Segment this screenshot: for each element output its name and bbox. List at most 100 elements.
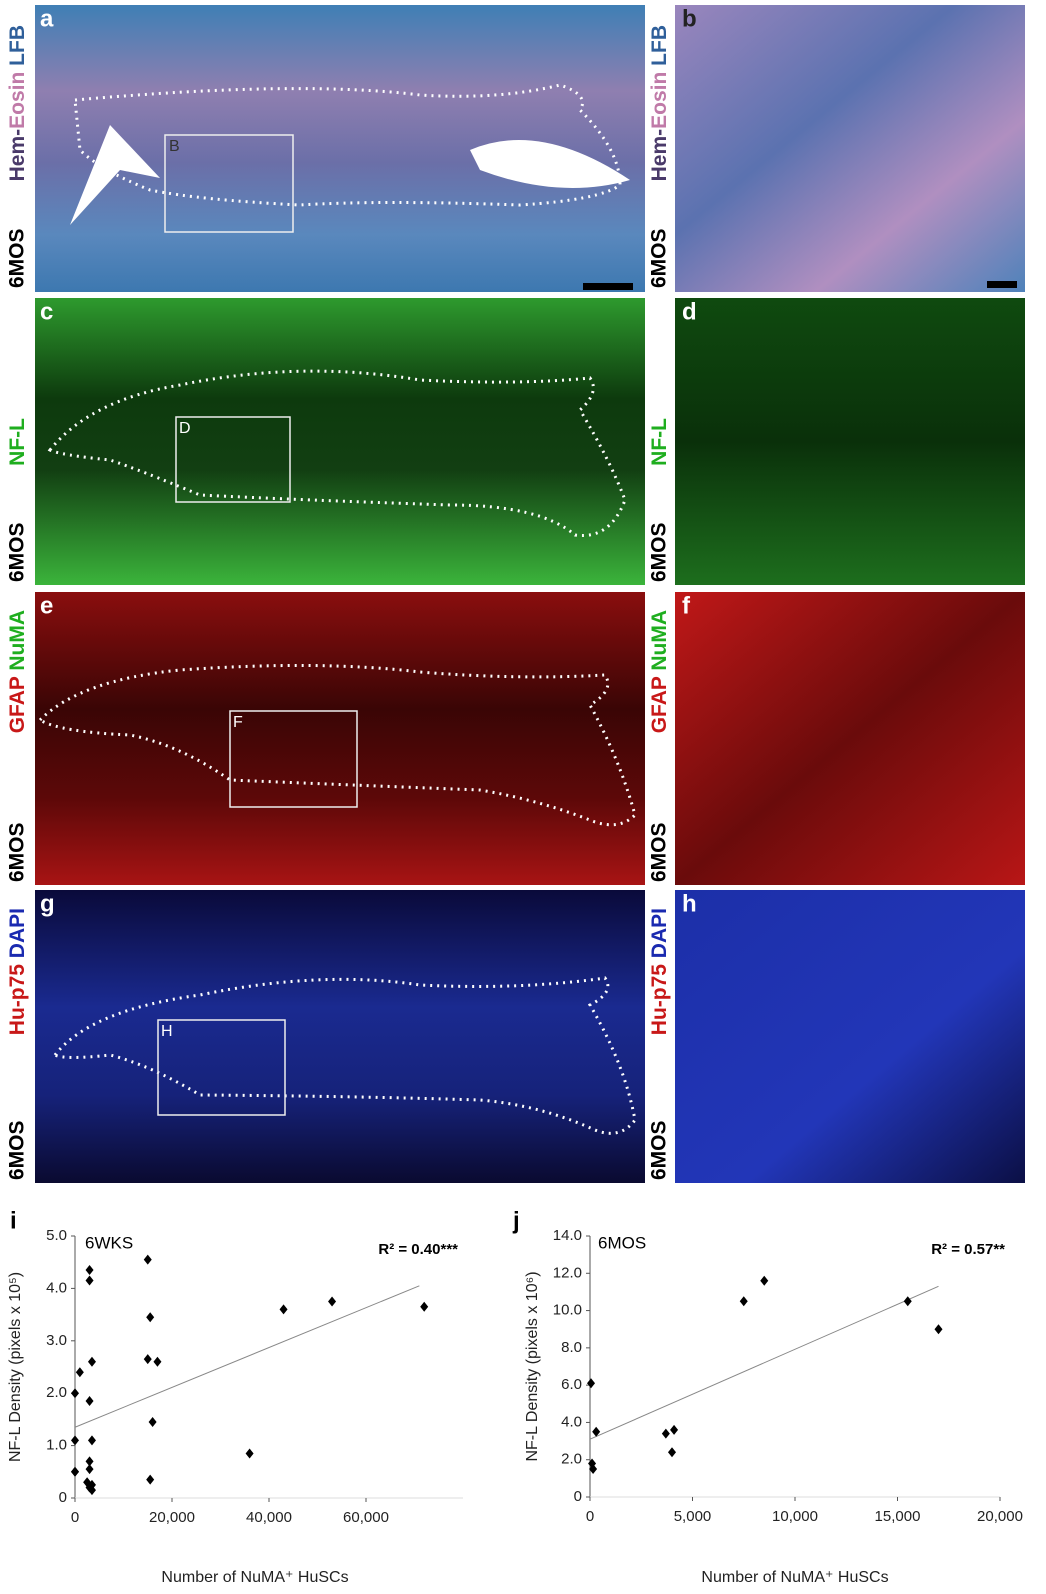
time-label: 6MOS bbox=[648, 1120, 671, 1180]
y-tick-label: 14.0 bbox=[553, 1227, 582, 1244]
stain-label: NF-L bbox=[648, 418, 671, 466]
stain-label: GFAP NuMA bbox=[648, 610, 671, 733]
stain: NuMA bbox=[6, 610, 29, 671]
micrograph bbox=[35, 298, 645, 585]
tissue-gap bbox=[70, 125, 160, 225]
stain: GFAP bbox=[6, 676, 29, 733]
y-tick-label: 2.0 bbox=[561, 1451, 582, 1468]
scale-bar bbox=[987, 281, 1017, 288]
point bbox=[589, 1464, 598, 1475]
point bbox=[739, 1296, 748, 1307]
lesion-outline bbox=[73, 83, 622, 207]
x-tick-label: 5,000 bbox=[674, 1508, 712, 1525]
point bbox=[661, 1428, 670, 1439]
time-label: 6MOS bbox=[6, 1120, 29, 1180]
point bbox=[148, 1417, 157, 1428]
time-label: 6MOS bbox=[6, 228, 29, 288]
stain-label: Hem-Eosin LFB bbox=[6, 25, 29, 181]
point bbox=[328, 1296, 337, 1307]
inset-box bbox=[157, 1019, 286, 1116]
panel-letter: h bbox=[682, 890, 697, 917]
inset-box bbox=[229, 710, 358, 808]
point bbox=[934, 1324, 943, 1335]
trend-line bbox=[74, 1285, 420, 1428]
micrograph bbox=[675, 890, 1025, 1183]
stain: NuMA bbox=[648, 610, 671, 671]
point bbox=[760, 1275, 769, 1286]
stain: Eosin bbox=[648, 72, 671, 129]
point bbox=[87, 1479, 96, 1490]
point bbox=[245, 1448, 254, 1459]
panel-letter: j bbox=[512, 1207, 520, 1234]
stain: LFB bbox=[6, 25, 29, 66]
point bbox=[71, 1388, 79, 1399]
point bbox=[143, 1254, 152, 1265]
y-axis-label: NF-L Density (pixels x 10⁵) bbox=[7, 1272, 24, 1462]
point bbox=[420, 1301, 429, 1312]
chart-title: 6MOS bbox=[598, 1233, 646, 1252]
point bbox=[668, 1447, 676, 1458]
inset-label: B bbox=[169, 138, 180, 155]
stain-label: Hu-p75 DAPI bbox=[648, 908, 671, 1035]
micrograph bbox=[675, 592, 1025, 885]
panel-letter: g bbox=[40, 890, 55, 917]
y-tick-label: 2.0 bbox=[46, 1384, 67, 1401]
x-tick-label: 20,000 bbox=[149, 1509, 195, 1526]
point bbox=[87, 1356, 96, 1367]
micrograph bbox=[675, 5, 1025, 292]
trend-line bbox=[589, 1285, 939, 1440]
y-tick-label: 0 bbox=[574, 1488, 582, 1505]
stain: Hem- bbox=[6, 129, 29, 182]
stain-label: NF-L bbox=[6, 418, 29, 466]
stain-label: Hu-p75 DAPI bbox=[6, 908, 29, 1035]
point bbox=[146, 1312, 155, 1323]
micrograph bbox=[35, 592, 645, 885]
point bbox=[279, 1304, 288, 1315]
point bbox=[146, 1474, 155, 1485]
micrograph bbox=[675, 298, 1025, 585]
inset-box bbox=[175, 416, 291, 503]
panel-letter: c bbox=[40, 298, 53, 325]
x-tick-label: 0 bbox=[71, 1509, 79, 1526]
stain: Eosin bbox=[6, 72, 29, 129]
panel-letter: b bbox=[682, 5, 697, 32]
lesion-outline bbox=[47, 369, 627, 538]
stain: Hu-p75 bbox=[6, 964, 29, 1035]
time-label: 6MOS bbox=[648, 822, 671, 882]
stain: NF-L bbox=[6, 418, 29, 466]
point bbox=[587, 1378, 596, 1389]
point bbox=[87, 1435, 96, 1446]
chart-title: 6WKS bbox=[85, 1233, 133, 1252]
time-label: 6MOS bbox=[648, 522, 671, 582]
stain: Hem- bbox=[648, 129, 671, 182]
point bbox=[71, 1466, 79, 1477]
panel-letter: f bbox=[682, 592, 691, 619]
panel-letter: a bbox=[40, 5, 54, 32]
stain: GFAP bbox=[648, 676, 671, 733]
x-tick-label: 60,000 bbox=[343, 1509, 389, 1526]
scale-bar bbox=[583, 283, 633, 290]
annotation: R² = 0.57** bbox=[931, 1241, 1005, 1258]
stain: DAPI bbox=[6, 908, 29, 958]
y-axis-label: NF-L Density (pixels x 10⁶) bbox=[524, 1271, 541, 1461]
panel-letter: d bbox=[682, 298, 697, 325]
x-tick-label: 0 bbox=[586, 1508, 594, 1525]
point bbox=[85, 1464, 94, 1475]
y-tick-label: 1.0 bbox=[46, 1437, 67, 1454]
point bbox=[903, 1296, 912, 1307]
panel-letter: e bbox=[40, 592, 53, 619]
tissue-gap bbox=[470, 140, 630, 188]
y-tick-label: 5.0 bbox=[46, 1227, 67, 1244]
y-tick-label: 8.0 bbox=[561, 1339, 582, 1356]
point bbox=[85, 1396, 94, 1407]
micrograph bbox=[35, 890, 645, 1183]
time-label: 6MOS bbox=[648, 228, 671, 288]
stain: DAPI bbox=[648, 908, 671, 958]
inset-label: F bbox=[233, 714, 243, 731]
point bbox=[143, 1354, 152, 1365]
x-tick-label: 40,000 bbox=[246, 1509, 292, 1526]
point bbox=[153, 1356, 162, 1367]
x-axis-label: Number of NuMA⁺ HuSCs bbox=[701, 1569, 888, 1586]
x-tick-label: 10,000 bbox=[772, 1508, 818, 1525]
